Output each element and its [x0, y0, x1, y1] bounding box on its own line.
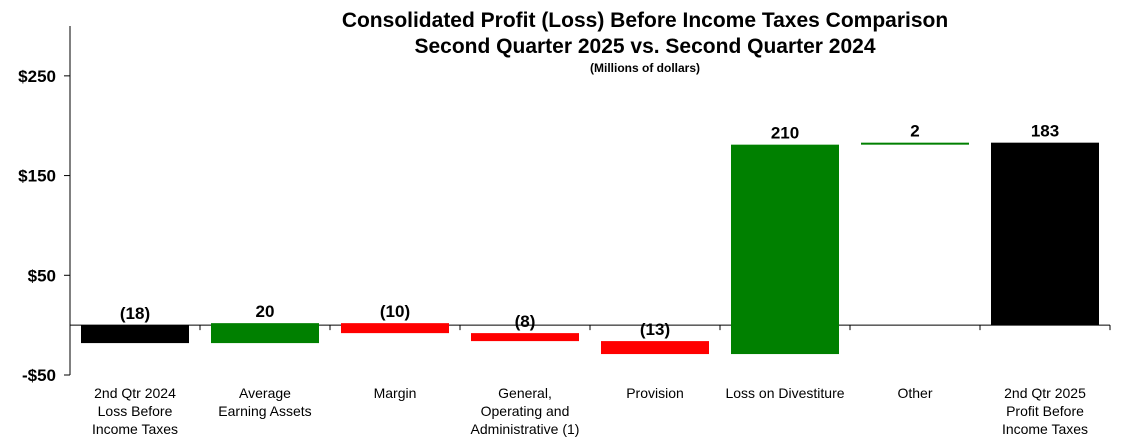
category-label: Profit Before: [1006, 403, 1084, 419]
chart-units-note: (Millions of dollars): [590, 61, 700, 75]
category-label: Average: [239, 385, 291, 401]
data-label: (18): [120, 304, 150, 323]
bar: [81, 325, 189, 344]
category-label: General,: [498, 385, 552, 401]
category-label: Loss Before: [98, 403, 173, 419]
data-label: (10): [380, 302, 410, 321]
chart-title: Consolidated Profit (Loss) Before Income…: [341, 9, 949, 32]
bar: [731, 144, 839, 355]
bar: [601, 341, 709, 355]
category-label: Provision: [626, 385, 684, 401]
bar: [341, 323, 449, 334]
data-label: (8): [515, 312, 536, 331]
y-tick-label: $50: [28, 266, 56, 285]
data-label: 2: [910, 122, 919, 141]
data-label: 210: [771, 124, 799, 143]
category-label: Margin: [374, 385, 417, 401]
y-tick-label: $250: [18, 67, 56, 86]
chart-subtitle: Second Quarter 2025 vs. Second Quarter 2…: [414, 35, 876, 58]
data-label: 20: [256, 302, 275, 321]
data-label: 183: [1031, 122, 1059, 141]
category-label: 2nd Qtr 2024: [94, 385, 176, 401]
category-label: Income Taxes: [92, 421, 178, 437]
bar: [471, 333, 579, 342]
data-label: (13): [640, 320, 670, 339]
y-tick-label: $150: [18, 167, 56, 186]
category-label: Income Taxes: [1002, 421, 1088, 437]
bar: [861, 142, 969, 145]
category-label: Operating and: [481, 403, 570, 419]
category-label: Earning Assets: [218, 403, 311, 419]
bar: [991, 142, 1099, 326]
bar: [211, 323, 319, 344]
category-label: Loss on Divestiture: [725, 385, 844, 401]
y-tick-label: -$50: [22, 366, 56, 385]
category-label: Administrative (1): [471, 421, 580, 437]
category-label: Other: [897, 385, 932, 401]
category-label: 2nd Qtr 2025: [1004, 385, 1086, 401]
